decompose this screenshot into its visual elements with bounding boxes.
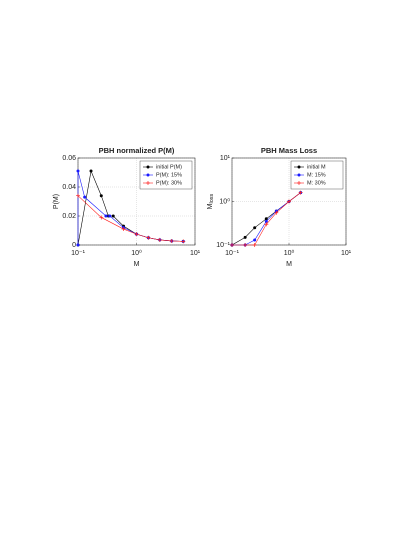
marker: [264, 219, 268, 223]
y-axis-label-main: P(M): [53, 194, 60, 209]
marker: [76, 243, 80, 247]
legend-label: M: 30%: [307, 180, 326, 186]
marker: [157, 237, 162, 242]
legend-label: P(M): 30%: [156, 180, 182, 186]
marker: [243, 243, 248, 247]
y-tick-label: 10⁻¹: [216, 242, 230, 249]
marker: [264, 217, 268, 221]
legend-marker: [297, 181, 301, 185]
marker: [264, 222, 269, 227]
y-axis-label-sub: loss: [209, 193, 215, 203]
x-axis-label: M: [134, 261, 140, 268]
marker: [253, 238, 257, 242]
marker: [104, 214, 108, 218]
marker: [252, 243, 257, 247]
y-tick-label: 0.04: [62, 184, 76, 191]
chart-title: PBH normalized P(M): [99, 146, 175, 155]
legend-marker: [146, 165, 150, 169]
marker: [298, 190, 303, 195]
marker: [99, 194, 103, 198]
y-axis-label-main: M: [207, 203, 214, 209]
marker: [287, 199, 291, 204]
marker: [230, 243, 234, 247]
legend-label: P(M): 15%: [156, 172, 182, 178]
legend-marker: [297, 173, 301, 177]
legend-marker: [146, 173, 150, 177]
marker: [121, 227, 126, 232]
marker: [108, 214, 112, 218]
legend-label: initial P(M): [156, 164, 182, 170]
marker: [89, 169, 93, 173]
y-axis-label: Mloss: [207, 193, 216, 209]
marker: [243, 235, 247, 239]
y-tick-label: 10⁰: [219, 197, 230, 205]
marker: [146, 235, 151, 240]
marker: [274, 210, 279, 215]
x-tick-label: 10⁰: [284, 249, 295, 257]
legend-marker: [297, 165, 301, 169]
y-tick-label: 0.06: [62, 155, 76, 162]
x-tick-label: 10⁻¹: [225, 250, 239, 257]
marker: [181, 239, 186, 244]
x-tick-label: 10¹: [190, 250, 201, 257]
marker: [169, 238, 174, 243]
y-axis-label: P(M): [53, 194, 60, 209]
y-tick-label: 10¹: [220, 155, 231, 162]
chart-title: PBH Mass Loss: [261, 146, 317, 155]
legend-label: M: 15%: [307, 172, 326, 178]
marker: [83, 195, 87, 199]
marker: [134, 232, 139, 237]
legend-label: initial M: [307, 164, 326, 170]
marker: [99, 215, 104, 220]
axes-box: [231, 157, 347, 246]
marker: [111, 214, 115, 218]
legend-marker: [146, 181, 150, 185]
x-tick-label: 10⁻¹: [71, 250, 85, 257]
x-tick-label: 10¹: [341, 250, 352, 257]
marker: [76, 169, 80, 173]
marker: [76, 193, 80, 198]
y-tick-label: 0.02: [62, 213, 76, 220]
y-tick-label: 0: [72, 242, 76, 249]
marker: [253, 226, 257, 230]
x-axis-label: M: [286, 261, 292, 268]
x-tick-label: 10⁰: [131, 249, 142, 257]
